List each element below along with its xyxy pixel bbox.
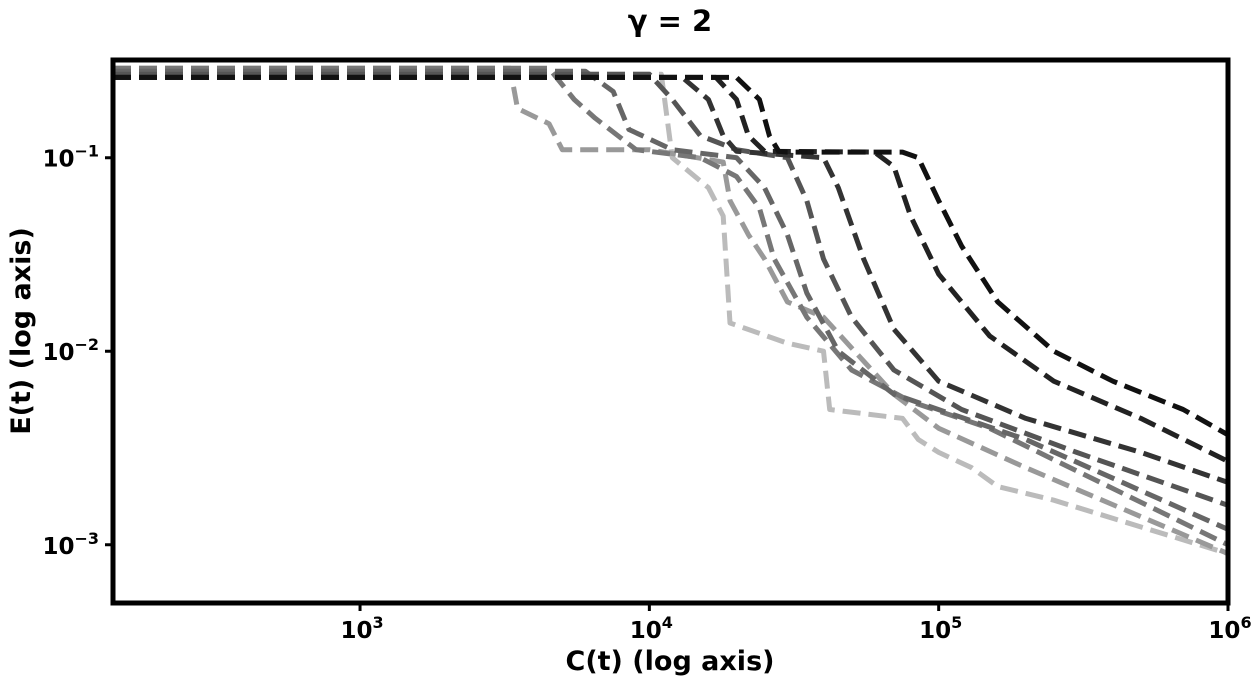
y-tick-label-1: 10−1 (42, 142, 99, 173)
y-tick-label-2: 10−2 (42, 335, 99, 366)
y-axis-label: E(t) (log axis) (6, 227, 37, 435)
x-axis-label: C(t) (log axis) (566, 646, 775, 677)
series-line-5 (113, 68, 1230, 532)
tick-layer: 103 104 105 106 10−1 10−2 10−3 (42, 142, 1251, 644)
x-tick-label-1: 103 (340, 613, 383, 644)
plot-frame (110, 57, 1231, 606)
series-line-1 (113, 74, 1230, 437)
series-line-4 (113, 71, 1229, 508)
series-line-8 (113, 71, 1229, 556)
series-layer (113, 65, 1230, 556)
x-tick-label-3: 105 (919, 613, 962, 644)
series-line-2 (113, 74, 1230, 464)
x-tick-label-4: 106 (1208, 613, 1251, 644)
series-line-7 (113, 65, 1229, 556)
y-tick-label-3: 10−3 (42, 529, 99, 560)
x-tick-label-2: 104 (630, 613, 673, 644)
series-line-3 (113, 74, 1229, 485)
chart-title: γ = 2 (628, 4, 712, 38)
series-line-6 (113, 65, 1230, 548)
